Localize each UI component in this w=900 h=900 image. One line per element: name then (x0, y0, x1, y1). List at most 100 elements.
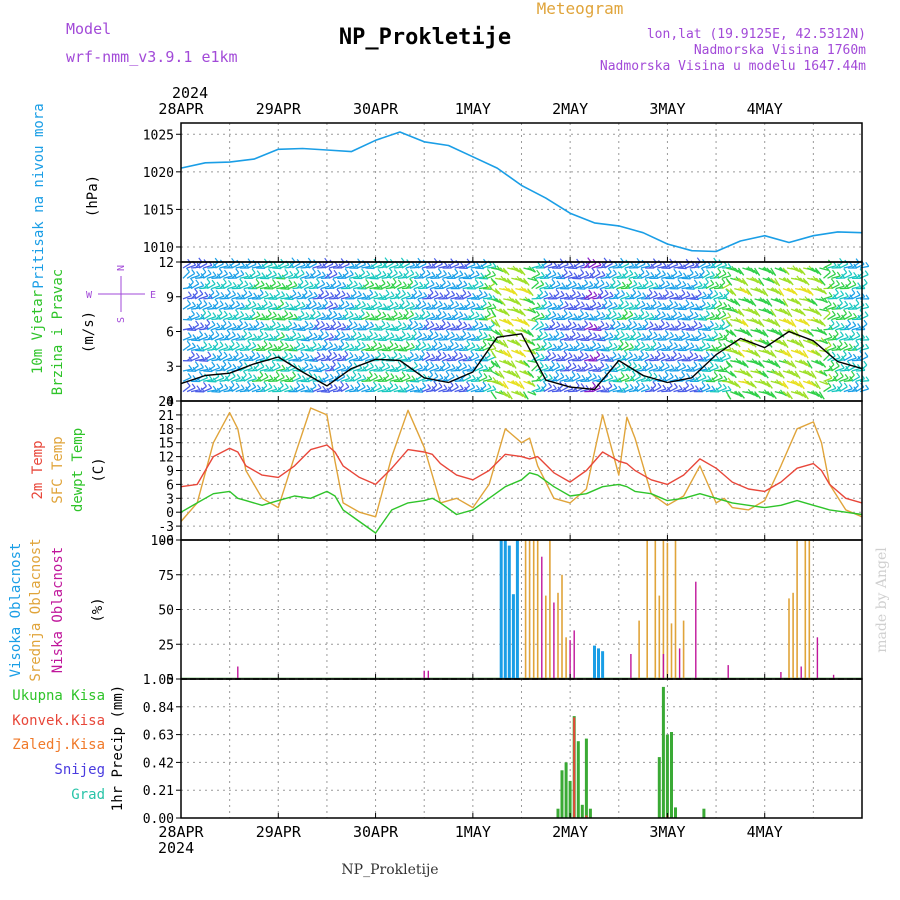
wind-barb-feather (204, 365, 209, 370)
wind-barb (474, 334, 483, 341)
wind-barb-feather (544, 331, 549, 337)
wind-barb (280, 378, 290, 382)
wind-barb-feather (291, 257, 296, 263)
wind-barb-feather (674, 301, 679, 306)
wind-barb (280, 387, 289, 393)
wind-barb-feather (654, 364, 659, 369)
wind-barb-feather (272, 279, 276, 284)
wind-barb (847, 325, 857, 331)
wind-barb-feather (820, 296, 825, 302)
wind-barb (255, 316, 265, 321)
wind-barb (823, 304, 832, 310)
wind-barb-feather (413, 288, 418, 294)
wind-barb-feather (689, 350, 694, 356)
wind-barb-feather (511, 289, 515, 295)
wind-barb (563, 347, 573, 352)
wind-barb-feather (515, 299, 520, 305)
wind-barb-feather (263, 299, 268, 305)
wind-barb-feather (788, 353, 793, 359)
wind-barb (235, 265, 245, 269)
wind-barb-feather (610, 365, 614, 370)
wind-barb-feather (400, 257, 405, 263)
wind-barb-feather (280, 373, 285, 378)
y-tick-label: 0 (166, 506, 174, 521)
wind-barb (705, 283, 715, 290)
wind-barb (251, 315, 261, 321)
wind-barb (211, 293, 220, 300)
wind-barb (567, 316, 578, 321)
wind-barb-feather (618, 385, 623, 391)
wind-barb (324, 336, 334, 341)
cloud-mid-bar (545, 595, 547, 679)
wind-barb-feather (818, 352, 822, 358)
wind-barb (263, 304, 273, 310)
wind-barb (466, 378, 476, 382)
wind-barb-feather (265, 323, 270, 329)
wind-barb (575, 313, 584, 321)
wind-barb (843, 282, 852, 290)
wind-barb (851, 376, 861, 382)
wind-barb-feather (609, 291, 614, 297)
wind-barb (746, 391, 755, 396)
wind-barb-feather (847, 278, 852, 284)
wind-barb-feather (490, 320, 495, 325)
wind-barb (369, 294, 379, 300)
wind-barb-feather (226, 288, 231, 294)
wind-barb-feather (607, 308, 612, 314)
wind-barb-feather (695, 303, 700, 309)
wind-barb-feather (459, 302, 464, 308)
wind-barb (194, 325, 204, 331)
wind-barb (685, 387, 695, 393)
wind-barb-feather (296, 381, 301, 387)
y-tick-label: 21 (158, 409, 174, 424)
wind-barb (251, 355, 261, 362)
wind-barb (559, 345, 569, 351)
wind-barb (186, 354, 195, 362)
wind-barb-feather (447, 353, 452, 359)
wind-barb (576, 378, 586, 382)
wind-barb (381, 325, 391, 331)
wind-barb (231, 336, 241, 341)
wind-barb (207, 315, 217, 321)
wind-barb-feather (300, 269, 305, 275)
wind-barb (255, 284, 265, 290)
wind-barb (182, 368, 192, 372)
wind-barb (215, 336, 225, 341)
wind-barb (446, 344, 454, 351)
y-tick-label: -3 (158, 520, 174, 535)
wind-barb (304, 358, 314, 362)
wind-barb (393, 389, 403, 393)
wind-barb-feather (592, 381, 596, 387)
wind-barb-feather (390, 373, 395, 378)
wind-barb (328, 323, 337, 331)
wind-barb-feather (369, 330, 373, 335)
wind-barb (701, 346, 711, 352)
wind-barb-feather (277, 272, 282, 278)
wind-barb-feather (492, 376, 497, 382)
wind-barb (555, 335, 565, 341)
wind-barb (656, 323, 665, 331)
wind-barb-feather (848, 384, 853, 390)
wind-barb (697, 327, 707, 331)
wind-barb (340, 263, 350, 269)
wind-barb (620, 271, 629, 279)
wind-barb (559, 313, 568, 321)
wind-barb (381, 334, 390, 341)
wind-barb-feather (502, 342, 506, 347)
wind-barb-feather (588, 289, 593, 295)
wind-barb-feather (653, 331, 658, 337)
wind-barb-feather (830, 278, 835, 284)
wind-barb (665, 294, 674, 300)
wind-barb (336, 302, 345, 310)
wind-barb (377, 323, 386, 331)
wind-barb (349, 357, 359, 362)
wind-barb (442, 365, 451, 372)
wind-speed-line (180, 330, 863, 391)
wind-barb (677, 293, 686, 300)
wind-barb (292, 295, 302, 300)
wind-barb (190, 274, 200, 279)
wind-barb-feather (238, 360, 243, 366)
wind-barb (575, 272, 585, 279)
wind-barb-feather (496, 363, 501, 369)
wind-barb-feather (218, 349, 223, 355)
